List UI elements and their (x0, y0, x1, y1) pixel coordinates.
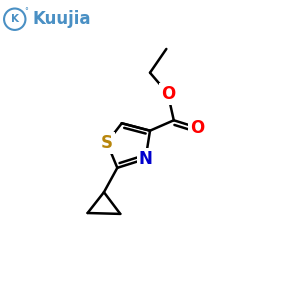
Text: N: N (139, 150, 152, 168)
Text: O: O (190, 119, 205, 137)
Text: K: K (11, 14, 19, 24)
Text: S: S (101, 134, 113, 152)
Text: °: ° (24, 7, 28, 16)
Text: Kuujia: Kuujia (33, 10, 91, 28)
Text: O: O (161, 85, 175, 103)
